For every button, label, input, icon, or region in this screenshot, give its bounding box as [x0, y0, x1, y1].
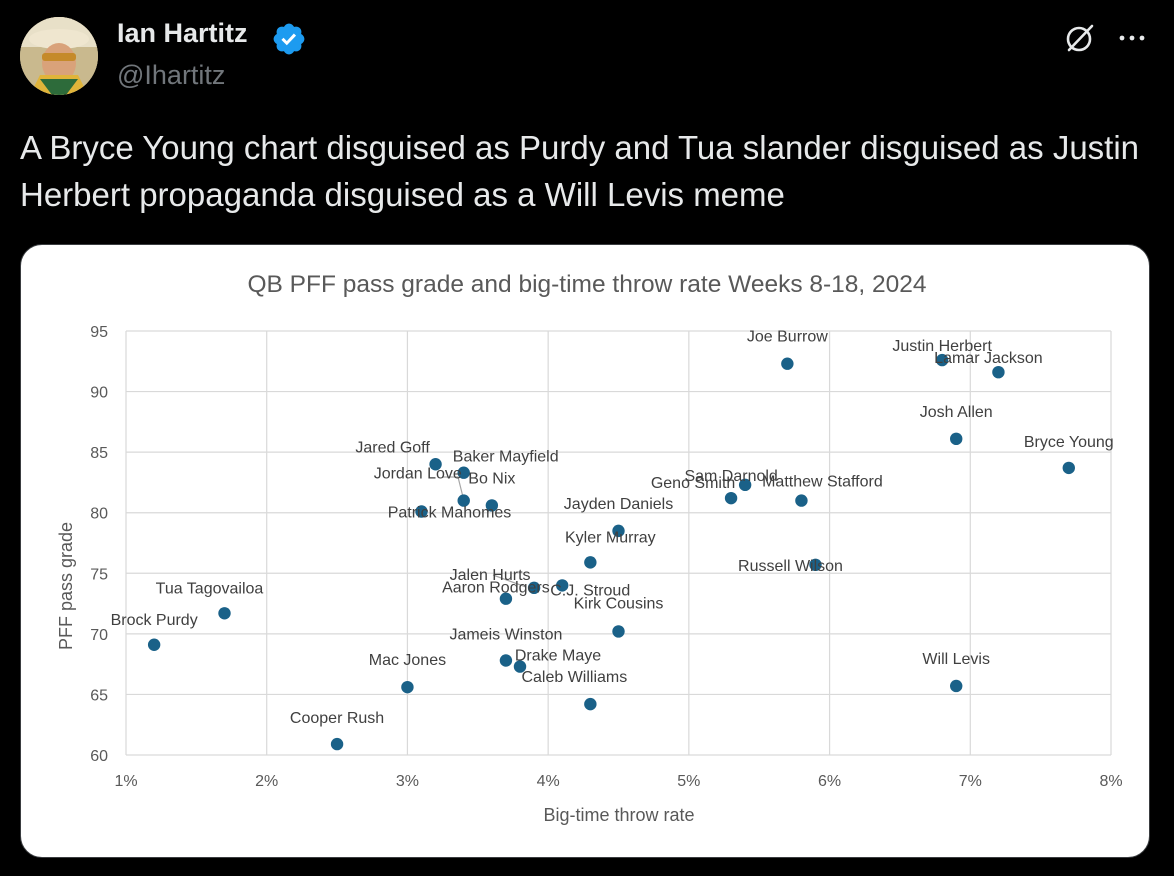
- point-jameis-winston: [499, 654, 513, 667]
- point-mac-jones: [401, 680, 414, 694]
- y-tick-label: 75: [90, 566, 108, 583]
- author-handle[interactable]: @Ihartitz: [117, 60, 226, 90]
- y-tick-label: 95: [90, 324, 108, 341]
- point-geno-smith: [724, 491, 738, 505]
- author-name[interactable]: Ian Hartitz: [117, 18, 248, 48]
- more-options-icon[interactable]: [1114, 20, 1150, 56]
- y-axis-label: PFF pass grade: [56, 522, 76, 650]
- x-tick-label: 2%: [255, 773, 278, 790]
- scatter-chart: QB PFF pass grade and big-time throw rat…: [56, 271, 1123, 825]
- grok-icon[interactable]: [1062, 20, 1098, 56]
- label-bryce-young: Bryce Young: [1024, 434, 1114, 451]
- point-baker-mayfield: [457, 466, 470, 479]
- point-jayden-daniels: [612, 524, 625, 538]
- y-tick-label: 70: [90, 627, 108, 644]
- x-tick-label: 6%: [818, 773, 841, 790]
- label-kyler-murray: Kyler Murray: [565, 529, 656, 546]
- point-joe-burrow: [781, 357, 794, 370]
- label-lamar-jackson: Lamar Jackson: [934, 350, 1043, 367]
- label-drake-maye: Drake Maye: [515, 648, 601, 665]
- label-geno-smith: Geno Smith: [651, 475, 735, 492]
- label-jordan-love: Jordan Love: [374, 466, 462, 483]
- point-drake-maye: [513, 660, 527, 673]
- leader-jalen-hurts: [492, 574, 527, 588]
- point-kyler-murray: [584, 556, 597, 569]
- label-tua-tagovailoa: Tua Tagovailoa: [156, 580, 264, 597]
- x-tick-label: 3%: [396, 773, 419, 790]
- label-sam-darnold: Sam Darnold: [684, 468, 777, 485]
- point-matthew-stafford: [795, 494, 808, 507]
- point-kirk-cousins: [612, 625, 625, 638]
- point-patrick-mahomes: [415, 505, 428, 518]
- label-jayden-daniels: Jayden Daniels: [564, 496, 673, 513]
- label-matthew-stafford: Matthew Stafford: [762, 474, 883, 491]
- x-tick-label: 5%: [677, 773, 700, 790]
- label-josh-allen: Josh Allen: [920, 404, 993, 421]
- label-c-j-stroud: C.J. Stroud: [550, 582, 630, 599]
- x-axis-label: Big-time throw rate: [543, 805, 694, 825]
- label-joe-burrow: Joe Burrow: [747, 329, 828, 346]
- label-jameis-winston: Jameis Winston: [449, 627, 562, 644]
- label-aaron-rodgers: Aaron Rodgers: [442, 580, 550, 597]
- chart-ticks: 1% 2% 3% 4% 5% 6% 7% 8% 60 65 70 75 80 85 90 95: [90, 324, 1122, 790]
- label-caleb-williams: Caleb Williams: [521, 669, 627, 686]
- tweet-text: A Bryce Young chart disguised as Purdy a…: [20, 129, 1140, 213]
- label-russell-wilson: Russell Wilson: [738, 558, 843, 575]
- author-avatar[interactable]: [20, 17, 98, 95]
- y-tick-label: 80: [90, 506, 108, 523]
- point-aaron-rodgers: [499, 592, 513, 605]
- x-tick-label: 4%: [537, 773, 560, 790]
- chart-points: [147, 353, 1075, 751]
- x-tick-label: 7%: [959, 773, 982, 790]
- point-jalen-hurts: [527, 581, 541, 595]
- point-jordan-love: [457, 494, 470, 507]
- x-tick-label: 1%: [114, 773, 137, 790]
- point-russell-wilson: [809, 558, 822, 572]
- chart-grid: [125, 330, 1112, 756]
- point-bryce-young: [1062, 461, 1075, 475]
- label-kirk-cousins: Kirk Cousins: [574, 595, 664, 612]
- x-tick-label: 8%: [1099, 773, 1122, 790]
- label-jared-goff: Jared Goff: [355, 439, 430, 456]
- point-will-levis: [950, 679, 963, 693]
- point-cooper-rush: [330, 737, 344, 751]
- point-josh-allen: [950, 432, 963, 446]
- point-bo-nix: [485, 499, 499, 512]
- label-bo-nix: Bo Nix: [468, 470, 515, 487]
- point-justin-herbert: [935, 353, 949, 367]
- label-mac-jones: Mac Jones: [369, 652, 446, 669]
- point-brock-purdy: [147, 638, 161, 651]
- point-tua-tagovailoa: [218, 607, 231, 620]
- point-jared-goff: [429, 458, 442, 471]
- label-brock-purdy: Brock Purdy: [111, 612, 198, 629]
- y-tick-label: 90: [90, 385, 108, 402]
- avatar-image: [20, 17, 98, 95]
- tweet-media-card[interactable]: QB PFF pass grade and big-time throw rat…: [20, 244, 1150, 858]
- y-tick-label: 60: [90, 748, 108, 765]
- y-tick-label: 65: [90, 687, 108, 704]
- label-will-levis: Will Levis: [922, 651, 990, 668]
- leader-jordan-love: [442, 476, 464, 498]
- label-justin-herbert: Justin Herbert: [892, 338, 992, 355]
- chart-leader-lines: [442, 476, 527, 588]
- point-sam-darnold: [738, 478, 752, 492]
- label-baker-mayfield: Baker Mayfield: [453, 449, 559, 466]
- point-c-j-stroud: [556, 579, 569, 592]
- point-lamar-jackson: [992, 365, 1005, 379]
- y-tick-label: 85: [90, 445, 108, 462]
- label-cooper-rush: Cooper Rush: [290, 710, 384, 727]
- label-jalen-hurts: Jalen Hurts: [450, 567, 531, 584]
- point-caleb-williams: [584, 697, 597, 711]
- chart-title: QB PFF pass grade and big-time throw rat…: [247, 271, 926, 298]
- verified-badge-icon: [273, 23, 305, 55]
- label-patrick-mahomes: Patrick Mahomes: [388, 505, 512, 522]
